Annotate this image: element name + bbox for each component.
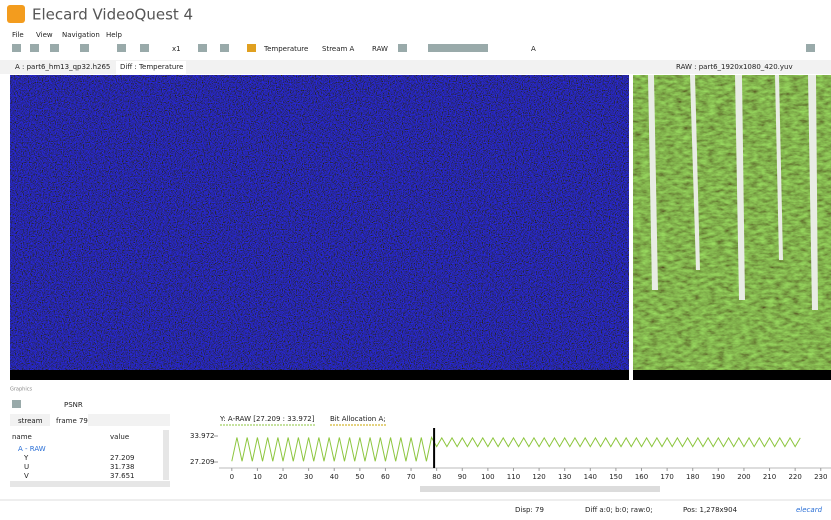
x-tick-label: 200 [737, 473, 750, 481]
tool-icon[interactable] [80, 44, 89, 52]
x-tick-label: 100 [481, 473, 494, 481]
tool-icon[interactable] [50, 44, 59, 52]
toolbar-item[interactable]: A [531, 45, 536, 53]
x-tick-label: 40 [330, 473, 339, 481]
app-window: Elecard VideoQuest 4 File View Navigatio… [0, 0, 831, 520]
tool-icon[interactable] [806, 44, 815, 52]
menu-item[interactable]: View [36, 31, 53, 39]
tool-icon[interactable] [398, 44, 407, 52]
x-tick-label: 60 [381, 473, 390, 481]
x-tick-label: 170 [660, 473, 673, 481]
tool-icon[interactable] [30, 44, 39, 52]
tab[interactable]: A : part6_hm13_qp32.h265 [15, 63, 110, 71]
x-tick-label: 90 [458, 473, 467, 481]
tab[interactable]: stream [18, 417, 43, 425]
series-label: Y: A-RAW [27.209 : 33.972] [219, 415, 315, 423]
tool-icon[interactable] [247, 44, 256, 52]
tool-icon[interactable] [12, 400, 21, 408]
x-tick-label: 160 [635, 473, 648, 481]
raw-image-texture [633, 75, 831, 370]
cell: 31.738 [110, 463, 135, 471]
cell: 27.209 [110, 454, 135, 462]
tool-icon[interactable] [12, 44, 21, 52]
tool-icon[interactable] [140, 44, 149, 52]
menu-item[interactable]: Navigation [62, 31, 100, 39]
group-row: A - RAW [18, 445, 46, 453]
x-tick-label: 190 [712, 473, 725, 481]
scrollbar[interactable] [10, 481, 170, 487]
brand: elecard [796, 506, 823, 514]
x-tick-label: 0 [230, 473, 234, 481]
cell: U [24, 463, 29, 471]
status-item: Diff a:0; b:0; raw:0; [585, 506, 653, 514]
x-tick-label: 130 [558, 473, 571, 481]
menu-item[interactable]: Help [106, 31, 123, 39]
y-tick-label: 33.972 [190, 432, 215, 440]
tab[interactable]: frame 79 [56, 417, 88, 425]
temperature-image [10, 75, 629, 370]
scrollbar[interactable] [420, 486, 660, 492]
status-item: Disp: 79 [515, 506, 544, 514]
x-tick-label: 10 [253, 473, 262, 481]
x-tick-label: 210 [763, 473, 776, 481]
toolbar-item[interactable]: Stream A [322, 45, 355, 53]
menu-item[interactable]: File [12, 31, 24, 39]
toolbar-item[interactable]: Temperature [263, 45, 308, 53]
x-tick-label: 180 [686, 473, 699, 481]
toolbar-item[interactable]: RAW [372, 45, 388, 53]
image-border [10, 370, 629, 380]
x-tick-label: 150 [609, 473, 622, 481]
tab[interactable]: RAW : part6_1920x1080_420.yuv [676, 63, 793, 71]
column-header: value [110, 433, 129, 441]
playback-controls[interactable] [428, 44, 488, 52]
annotation: Bit Allocation A; [330, 415, 386, 423]
tab[interactable]: Diff : Temperature [120, 63, 183, 71]
tool-icon[interactable] [117, 44, 126, 52]
metric-selector[interactable]: PSNR [64, 401, 83, 409]
x-tick-label: 80 [432, 473, 441, 481]
x-tick-label: 20 [279, 473, 288, 481]
image-border [633, 370, 831, 380]
cell: Y [23, 454, 29, 462]
tool-icon[interactable] [198, 44, 207, 52]
status-item: Pos: 1,278x904 [683, 506, 738, 514]
x-tick-label: 120 [532, 473, 545, 481]
x-tick-label: 220 [788, 473, 801, 481]
panel-label: Graphics [10, 387, 32, 393]
cell: V [24, 472, 29, 480]
x-tick-label: 230 [814, 473, 827, 481]
tool-icon[interactable] [220, 44, 229, 52]
cell: 37.651 [110, 472, 135, 480]
x-tick-label: 110 [507, 473, 520, 481]
toolbar-item[interactable]: x1 [172, 45, 181, 53]
x-tick-label: 70 [407, 473, 416, 481]
x-tick-label: 30 [304, 473, 313, 481]
column-header: name [12, 433, 32, 441]
app-title: Elecard VideoQuest 4 [32, 6, 193, 24]
y-tick-label: 27.209 [190, 458, 215, 466]
x-tick-label: 140 [584, 473, 597, 481]
scrollbar[interactable] [163, 430, 169, 480]
x-tick-label: 50 [355, 473, 364, 481]
logo [7, 5, 25, 23]
